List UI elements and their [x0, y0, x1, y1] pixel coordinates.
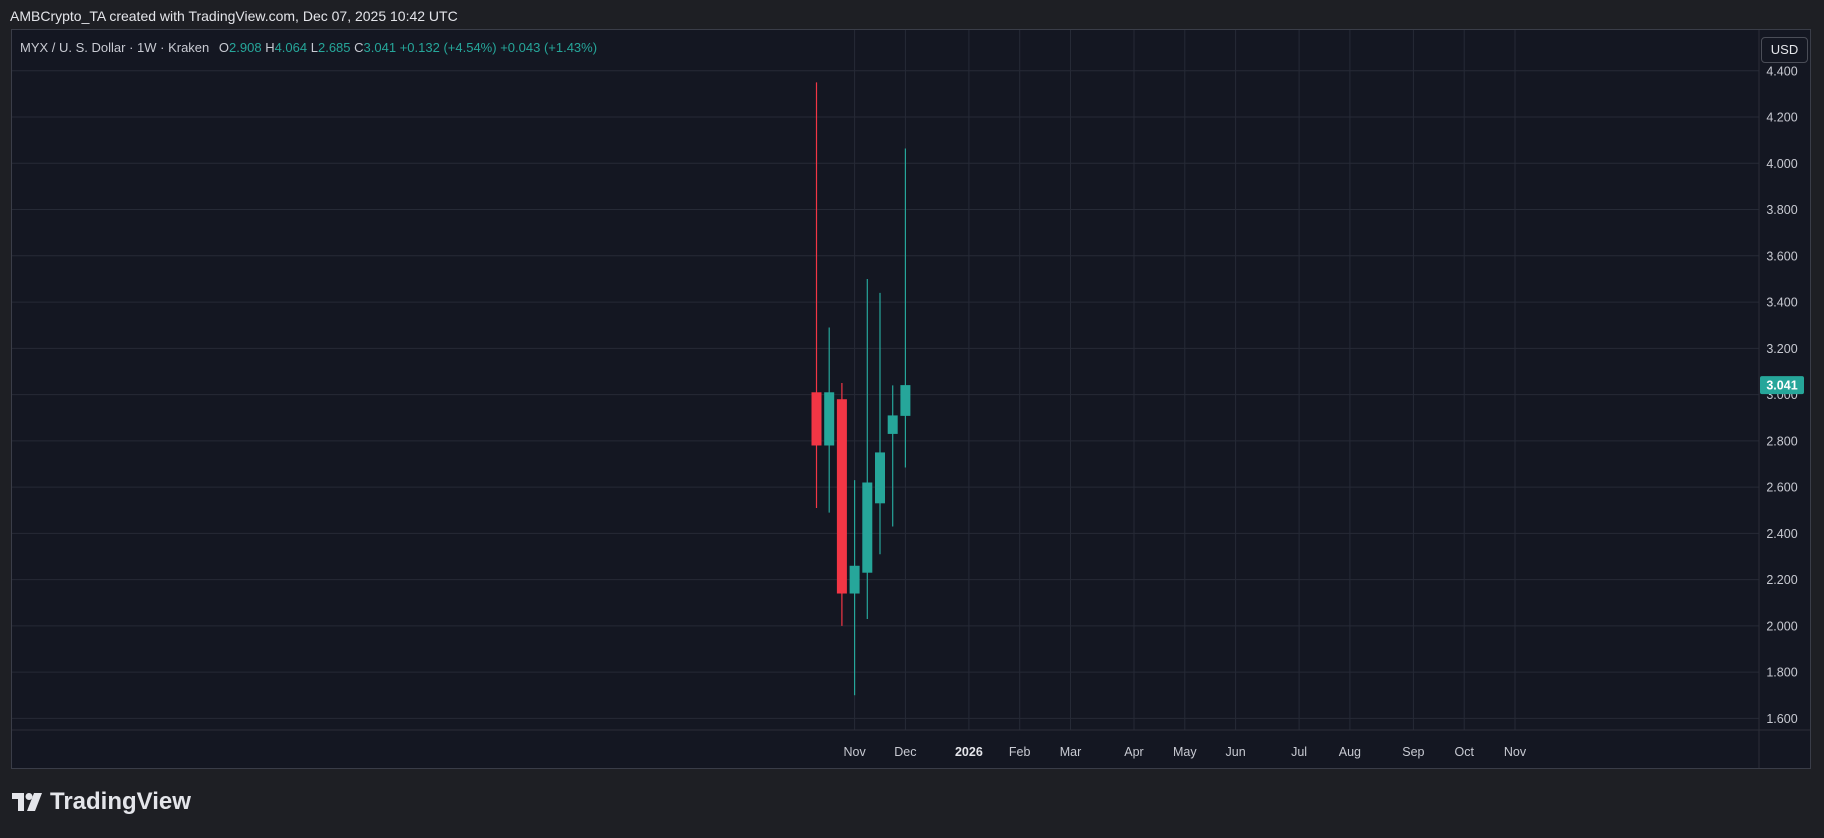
- tradingview-logo-text: TradingView: [50, 788, 191, 815]
- candle-bullish: [875, 292, 885, 555]
- candle-bearish: [836, 383, 847, 626]
- low-value: 2.685: [317, 40, 351, 55]
- time-tick-label: Sep: [1402, 745, 1424, 759]
- time-tick-label: Nov: [843, 745, 866, 759]
- price-tick-label: 3.400: [1766, 296, 1797, 310]
- time-tick-label: Jun: [1226, 745, 1246, 759]
- time-tick-label: 2026: [955, 745, 983, 759]
- price-tick-label: 3.600: [1766, 249, 1797, 263]
- time-tick-label: Oct: [1454, 745, 1474, 759]
- time-tick-label: Apr: [1124, 745, 1143, 759]
- tradingview-logo-icon: [12, 793, 42, 811]
- time-tick-label: Aug: [1339, 745, 1361, 759]
- time-tick-label: Mar: [1060, 745, 1082, 759]
- price-chart[interactable]: 1.6001.8002.0002.2002.4002.6002.8003.000…: [12, 30, 1811, 769]
- candle-bullish: [824, 327, 835, 513]
- candle-body: [849, 565, 860, 594]
- price-tick-label: 2.200: [1766, 573, 1797, 587]
- close-label: C: [354, 40, 364, 55]
- currency-button[interactable]: USD: [1761, 37, 1808, 63]
- time-tick-label: Jul: [1291, 745, 1307, 759]
- open-value: 2.908: [229, 40, 262, 55]
- chart-caption: AMBCrypto_TA created with TradingView.co…: [10, 8, 458, 24]
- candle-body: [875, 452, 885, 504]
- price-tick-label: 3.200: [1766, 342, 1797, 356]
- high-value: 4.064: [274, 40, 308, 55]
- candle-bullish: [900, 148, 911, 468]
- candle-bullish: [849, 480, 860, 696]
- chart-panel[interactable]: 1.600 1.800 2.000 2.200 2.400 2.600 2.800 3.000…: [11, 29, 1811, 769]
- time-tick-label: Feb: [1009, 745, 1031, 759]
- candle-body: [824, 392, 835, 446]
- price-tick-label: 2.600: [1766, 481, 1797, 495]
- close-value: 3.041: [363, 40, 397, 55]
- last-price-tag: [1760, 376, 1804, 395]
- time-axis: Nov Dec 2026 Feb Mar Apr May Jun Jul Aug Sep Oct Nov: [843, 745, 1526, 759]
- price-tick-label: 2.000: [1766, 619, 1797, 633]
- price-tick-label: 2.800: [1766, 434, 1797, 448]
- candle-body: [887, 415, 898, 434]
- last-price-label: 3.041: [1760, 376, 1804, 395]
- time-tick-label: May: [1173, 745, 1197, 759]
- last-price-value: 3.041: [1766, 379, 1797, 393]
- price-tick-label: 4.400: [1766, 64, 1797, 78]
- candle-body: [836, 399, 847, 594]
- price-tick-label: 1.600: [1766, 712, 1797, 726]
- time-tick-label: Dec: [894, 745, 916, 759]
- high-label: H: [265, 40, 275, 55]
- candle-bullish: [862, 278, 873, 619]
- open-label: O: [218, 40, 230, 55]
- price-tick-label: 2.400: [1766, 527, 1797, 541]
- time-tick-label: Nov: [1504, 745, 1527, 759]
- price-tick-label: 1.800: [1766, 666, 1797, 680]
- low-label: L: [310, 40, 318, 55]
- candle-body: [811, 392, 822, 446]
- price-axis: 1.6001.8002.0002.2002.4002.6002.8003.000…: [1766, 64, 1797, 726]
- tradingview-logo[interactable]: TradingView: [12, 788, 191, 816]
- candles: [811, 82, 911, 696]
- price-tick-label: 3.800: [1766, 203, 1797, 217]
- grid-lines: [12, 30, 1810, 768]
- symbol-legend: MYX / U. S. Dollar · 1W · Kraken O2.908 …: [20, 40, 597, 55]
- candle-bullish: [887, 385, 898, 527]
- candle-body: [862, 482, 873, 573]
- candle-bearish: [811, 82, 822, 508]
- change-value-secondary: +0.043 (+1.43%): [500, 40, 598, 55]
- symbol-name: MYX / U. S. Dollar · 1W · Kraken: [20, 40, 210, 55]
- price-tick-label: 4.000: [1766, 157, 1797, 171]
- price-tick-label: 4.200: [1766, 111, 1797, 125]
- change-value: +0.132 (+4.54%): [399, 40, 497, 55]
- candle-body: [900, 385, 911, 416]
